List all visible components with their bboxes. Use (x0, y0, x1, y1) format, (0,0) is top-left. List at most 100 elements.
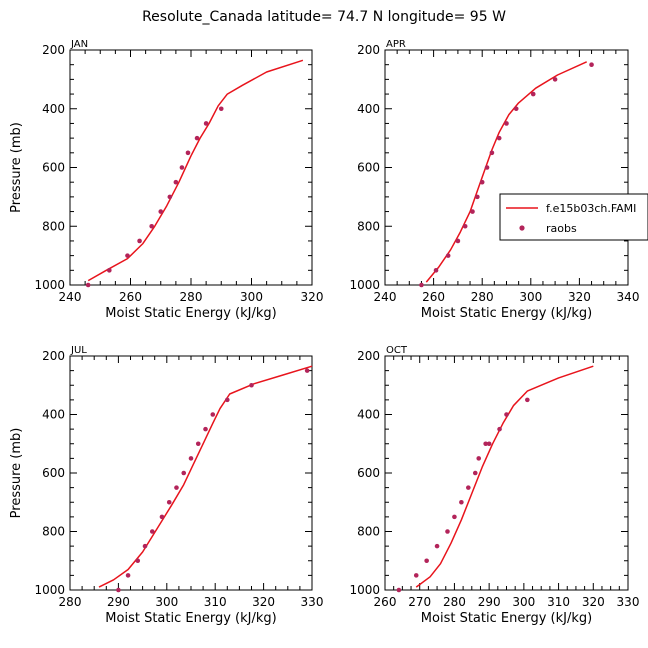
x-tick-label: 280 (471, 290, 494, 304)
legend: f.e15b03ch.FAMI raobs (499, 193, 648, 241)
raobs-point (166, 499, 172, 505)
raobs-point (489, 150, 495, 156)
y-tick-label: 200 (42, 349, 65, 363)
raobs-point (462, 223, 468, 229)
raobs-point (530, 91, 536, 97)
y-tick-label: 1000 (349, 278, 380, 292)
y-tick-label: 200 (357, 43, 380, 57)
raobs-point (496, 135, 502, 141)
raobs-point (470, 209, 475, 214)
raobs-point (455, 238, 461, 244)
raobs-point (159, 514, 165, 520)
x-tick-label: 280 (443, 595, 466, 609)
y-tick-label: 800 (357, 525, 380, 539)
x-tick-label: 280 (59, 595, 82, 609)
legend-point-swatch (519, 225, 525, 231)
x-tick-label: 330 (617, 595, 640, 609)
raobs-point (188, 456, 194, 461)
raobs-point (149, 223, 154, 229)
raobs-point (185, 150, 191, 156)
raobs-point (525, 397, 530, 403)
y-tick-label: 800 (357, 219, 380, 233)
raobs-point (195, 441, 201, 447)
raobs-point (116, 587, 121, 593)
chart-panel-apr: APR 240 260 280 300 320 340 200 400 600 800 1000 Moi… (349, 39, 648, 321)
raobs-point (433, 268, 439, 273)
raobs-point (445, 253, 451, 258)
plot-frame (384, 355, 629, 591)
raobs-point (475, 194, 480, 200)
raobs-point (445, 529, 450, 534)
x-tick-label: 320 (252, 595, 275, 609)
y-tick-label: 400 (42, 408, 65, 422)
x-tick-label: 300 (512, 595, 535, 609)
y-tick-label: 600 (42, 466, 65, 480)
raobs-point (158, 209, 164, 214)
x-tick-label: 300 (240, 290, 263, 304)
x-tick-label: 340 (617, 290, 640, 304)
raobs-point (513, 106, 519, 112)
x-tick-label: 310 (204, 595, 227, 609)
raobs-point (486, 441, 492, 447)
x-tick-label: 290 (478, 595, 501, 609)
x-tick-label: 320 (568, 290, 591, 304)
raobs-point (249, 382, 254, 388)
chart-panel-jul: JUL 280 290 300 310 320 330 200 400 600 800 1000 Moi… (9, 345, 323, 626)
raobs-point (434, 543, 440, 549)
y-tick-label: 400 (357, 408, 380, 422)
raobs-point (179, 165, 185, 170)
raobs-point (203, 426, 208, 432)
y-tick-label: 600 (42, 161, 65, 175)
y-tick-label: 800 (42, 219, 65, 233)
raobs-point (589, 62, 594, 67)
y-tick-label: 1000 (34, 278, 65, 292)
y-tick-label: 800 (42, 525, 65, 539)
plot-frame (69, 355, 313, 591)
y-tick-label: 200 (42, 43, 65, 57)
chart-panel-oct: OCT 260 270 280 290 300 310 320 330 200 400 600 800 1… (349, 345, 639, 626)
x-tick-label: 240 (374, 290, 397, 304)
model-line-series (415, 365, 594, 588)
x-tick-label: 260 (374, 595, 397, 609)
raobs-point (304, 368, 310, 373)
raobs-point (483, 441, 488, 447)
raobs-point (459, 499, 464, 505)
raobs-point (194, 135, 200, 141)
raobs-point (125, 573, 131, 578)
y-axis-label: Pressure (mb) (9, 122, 24, 213)
panels: JAN 240 260 280 300 320 200 400 600 800 1000 Moist … (9, 39, 648, 626)
x-tick-label: 280 (180, 290, 203, 304)
model-line-series (425, 61, 588, 283)
raobs-point (137, 238, 142, 244)
x-tick-label: 240 (59, 290, 82, 304)
y-tick-label: 400 (42, 102, 65, 116)
raobs-point (210, 412, 216, 417)
plot-frame (384, 49, 629, 286)
y-tick-label: 1000 (34, 583, 65, 597)
raobs-point (497, 426, 502, 432)
raobs-point (504, 412, 509, 417)
raobs-point (125, 253, 130, 258)
raobs-point (85, 282, 91, 288)
x-axis-label: Moist Static Energy (kJ/kg) (105, 611, 276, 626)
raobs-point (225, 397, 230, 403)
x-tick-label: 300 (519, 290, 542, 304)
y-tick-label: 1000 (349, 583, 380, 597)
y-tick-label: 600 (357, 466, 380, 480)
raobs-point (218, 106, 224, 112)
legend-box (499, 193, 648, 241)
plot-frame (69, 49, 313, 286)
x-axis-label: Moist Static Energy (kJ/kg) (421, 611, 592, 626)
raobs-point (149, 529, 155, 534)
x-tick-label: 330 (301, 595, 324, 609)
raobs-point (424, 558, 429, 564)
x-tick-label: 260 (422, 290, 445, 304)
y-tick-label: 400 (357, 102, 380, 116)
raobs-point (476, 456, 482, 461)
raobs-point (472, 470, 478, 476)
raobs-point (413, 573, 419, 578)
chart-panel-jan: JAN 240 260 280 300 320 200 400 600 800 1000 Moist … (9, 39, 323, 321)
raobs-point (452, 514, 457, 520)
panel-label: JAN (70, 39, 88, 50)
